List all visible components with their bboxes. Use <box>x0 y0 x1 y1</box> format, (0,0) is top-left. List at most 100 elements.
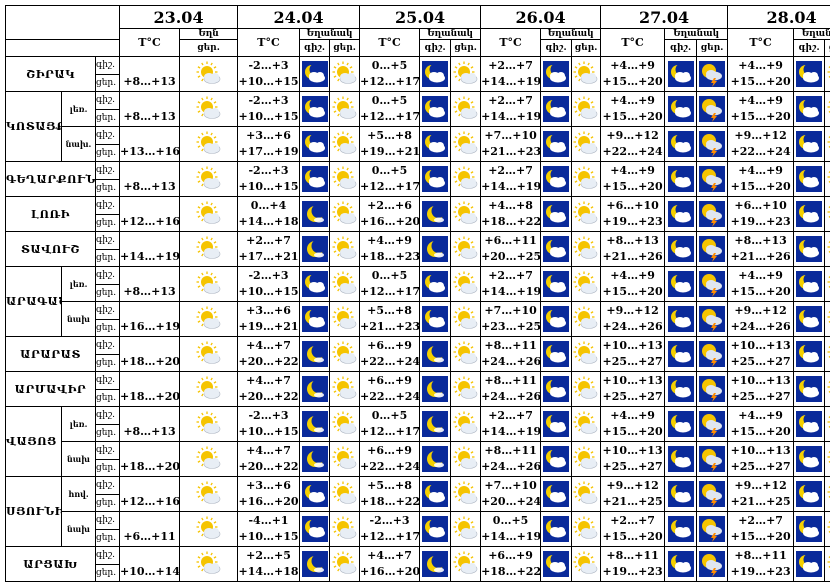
night-temp: +6…+9 <box>488 549 533 562</box>
night-label: գիշ. <box>94 231 121 250</box>
sun-cloud-icon <box>179 126 239 162</box>
night-temp: +7…+10 <box>484 479 537 492</box>
night-label: գիշ. <box>94 441 121 460</box>
sun-cloud-icon <box>450 126 482 162</box>
day-temp: +19…+23 <box>602 565 663 578</box>
sun-cloud-icon <box>450 406 482 442</box>
day-temp: +24…+26 <box>602 320 663 333</box>
day-label: ցեր. <box>94 178 121 197</box>
temperature-cell: +4…+7 +20…+22 <box>237 371 301 407</box>
temperature-cell: +9…+12 +21…+25 <box>727 476 795 512</box>
temperature-cell: +8…+11 +24…+26 <box>480 371 542 407</box>
subregion-label: նախ <box>61 441 96 477</box>
moon-cloud-icon <box>419 511 452 547</box>
moon-cloud-icon <box>540 196 573 232</box>
region-name: ՎԱՅՈՑ ՁՈՐ <box>5 406 62 477</box>
day-temp: +15…+20 <box>730 285 791 298</box>
night-temp: +6…+11 <box>484 234 537 247</box>
sun-cloud-icon <box>450 476 482 512</box>
moon-icon <box>419 406 452 442</box>
day-temp: +24…+26 <box>481 460 541 473</box>
temperature-cell: +4…+9 +18…+23 <box>359 231 421 267</box>
sun-cloud-icon <box>450 511 482 547</box>
moon-cloud-icon <box>664 301 698 337</box>
night-temp: +2…+7 <box>488 94 533 107</box>
night-temp: +9…+12 <box>734 304 787 317</box>
temperature-cell: +6…+9 +22…+24 <box>359 371 421 407</box>
region-name: ՍՅՈՒՆԻՔ <box>5 476 62 547</box>
sun-cloud-icon <box>450 546 482 582</box>
moon-cloud-icon <box>664 266 698 302</box>
day-temp: +21…+26 <box>730 250 791 263</box>
day-temp: +14…+19 <box>481 75 541 88</box>
night-temp: -4…+1 <box>248 514 289 527</box>
moon-icon <box>299 231 331 267</box>
night-temp: +5…+8 <box>367 129 412 142</box>
subregion-label: լեռ. <box>61 91 96 127</box>
sun-cloud-icon <box>450 231 482 267</box>
temperature-cell: +2…+7 +14…+19 <box>480 56 542 92</box>
temperature-cell: 0…+4 +14…+18 <box>237 196 301 232</box>
temperature-cell: +4…+9 +15…+20 <box>727 161 795 197</box>
day-temp: +10…+15 <box>238 425 299 438</box>
day-temp: +19…+23 <box>602 215 663 228</box>
night-temp: +4…+9 <box>738 94 783 107</box>
moon-cloud-icon <box>664 56 698 92</box>
moon-icon <box>299 441 331 477</box>
temperature-cell: +2…+7 +15…+20 <box>600 511 666 547</box>
temperature-cell: +4…+9 +15…+20 <box>600 406 666 442</box>
subregion-label: հով. <box>61 476 96 512</box>
day-temp: +12…+17 <box>360 180 420 193</box>
day-label: ցեր. <box>94 563 121 582</box>
temperature-cell: +4…+9 +15…+20 <box>727 406 795 442</box>
temperature-cell: +9…+12 +21…+25 <box>600 476 666 512</box>
night-temp: +9…+12 <box>734 479 787 492</box>
sun-storm-icon <box>696 476 729 512</box>
moon-icon <box>299 336 331 372</box>
temperature-cell: +6…+9 +22…+24 <box>359 441 421 477</box>
corner-cell-lower <box>4 39 121 57</box>
day-temp: +22…+24 <box>360 390 420 403</box>
region-name: ԱՐԱԳԱԾՈՏՆ <box>5 266 62 337</box>
night-temp: +10…+13 <box>730 374 791 387</box>
moon-icon <box>419 371 452 407</box>
sun-cloud-icon <box>179 196 239 232</box>
day-temp: +12…+17 <box>360 110 420 123</box>
region-name: ԱՐՑԱԽ <box>5 546 96 582</box>
sun-cloud-icon <box>450 301 482 337</box>
temperature-cell: 0…+5 +12…+17 <box>359 406 421 442</box>
moon-cloud-icon <box>540 476 573 512</box>
night-temp: 0…+5 <box>371 94 408 107</box>
moon-cloud-icon <box>664 196 698 232</box>
day-temp: +24…+26 <box>481 355 541 368</box>
temperature-cell: +13…+16 <box>119 126 181 162</box>
moon-cloud-icon <box>793 126 826 162</box>
sun-cloud-icon <box>329 56 361 92</box>
sun-cloud-icon <box>179 161 239 197</box>
temperature-cell: +6…+9 +22…+24 <box>359 336 421 372</box>
moon-cloud-icon <box>793 371 826 407</box>
day-temp: +10…+15 <box>238 285 299 298</box>
region-name: ԱՐՄԱՎԻՐ <box>5 371 96 407</box>
day-temp: +22…+24 <box>360 460 420 473</box>
temperature-cell: +6…+9 +18…+22 <box>480 546 542 582</box>
temperature-cell: +8…+13 +21…+26 <box>727 231 795 267</box>
sun-storm-icon <box>696 406 729 442</box>
day-temp: +19…+21 <box>238 320 299 333</box>
temperature-cell: +8…+13 <box>119 406 181 442</box>
temperature-cell: -2…+3 +10…+15 <box>237 56 301 92</box>
weather-header: Եղանակ <box>419 28 482 40</box>
sun-cloud-icon <box>824 231 830 267</box>
night-temp: -2…+3 <box>248 164 289 177</box>
moon-icon <box>299 406 331 442</box>
moon-cloud-icon <box>664 546 698 582</box>
temperature-cell: +9…+12 +22…+24 <box>727 126 795 162</box>
sun-storm-icon <box>696 301 729 337</box>
date-header: 26.04 <box>480 5 602 29</box>
day-temp: +22…+24 <box>602 145 663 158</box>
day-temp: +24…+26 <box>481 390 541 403</box>
temp-header: T°C <box>237 28 301 57</box>
date-header: 28.04 <box>727 5 830 29</box>
sun-storm-icon <box>696 91 729 127</box>
weather-header: Եղն <box>179 28 239 40</box>
